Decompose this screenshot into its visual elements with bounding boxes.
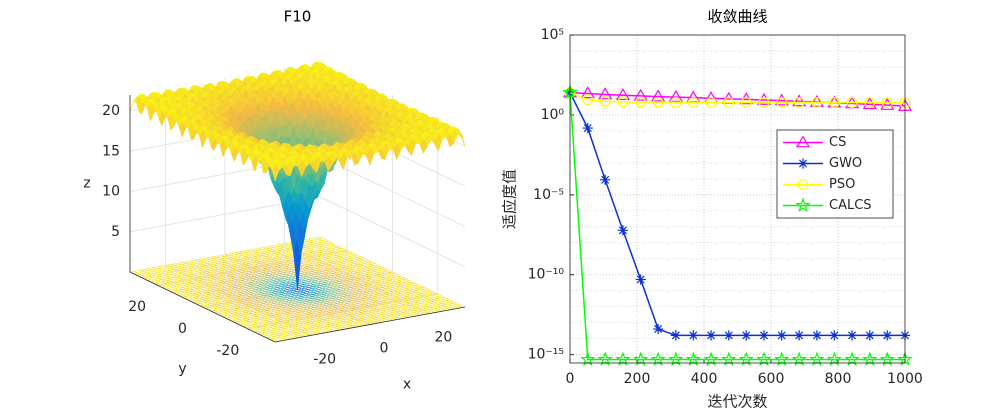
grid-line — [129, 196, 466, 268]
z-tick-label: 20 — [102, 103, 120, 119]
x-tick-label: -20 — [313, 351, 336, 367]
y-tick-label: -20 — [216, 343, 239, 359]
surface — [129, 61, 466, 290]
x-tick-label: 0 — [380, 341, 389, 357]
y-tick-label: 20 — [128, 299, 146, 315]
y-tick-label: 0 — [178, 321, 187, 337]
x-tick-label: 20 — [434, 330, 452, 346]
z-tick-label: 5 — [111, 224, 120, 240]
z-tick-label: 15 — [102, 143, 120, 159]
floor-patch — [315, 236, 324, 240]
z-tick-label: 10 — [102, 184, 120, 200]
floor-contour — [129, 236, 466, 343]
